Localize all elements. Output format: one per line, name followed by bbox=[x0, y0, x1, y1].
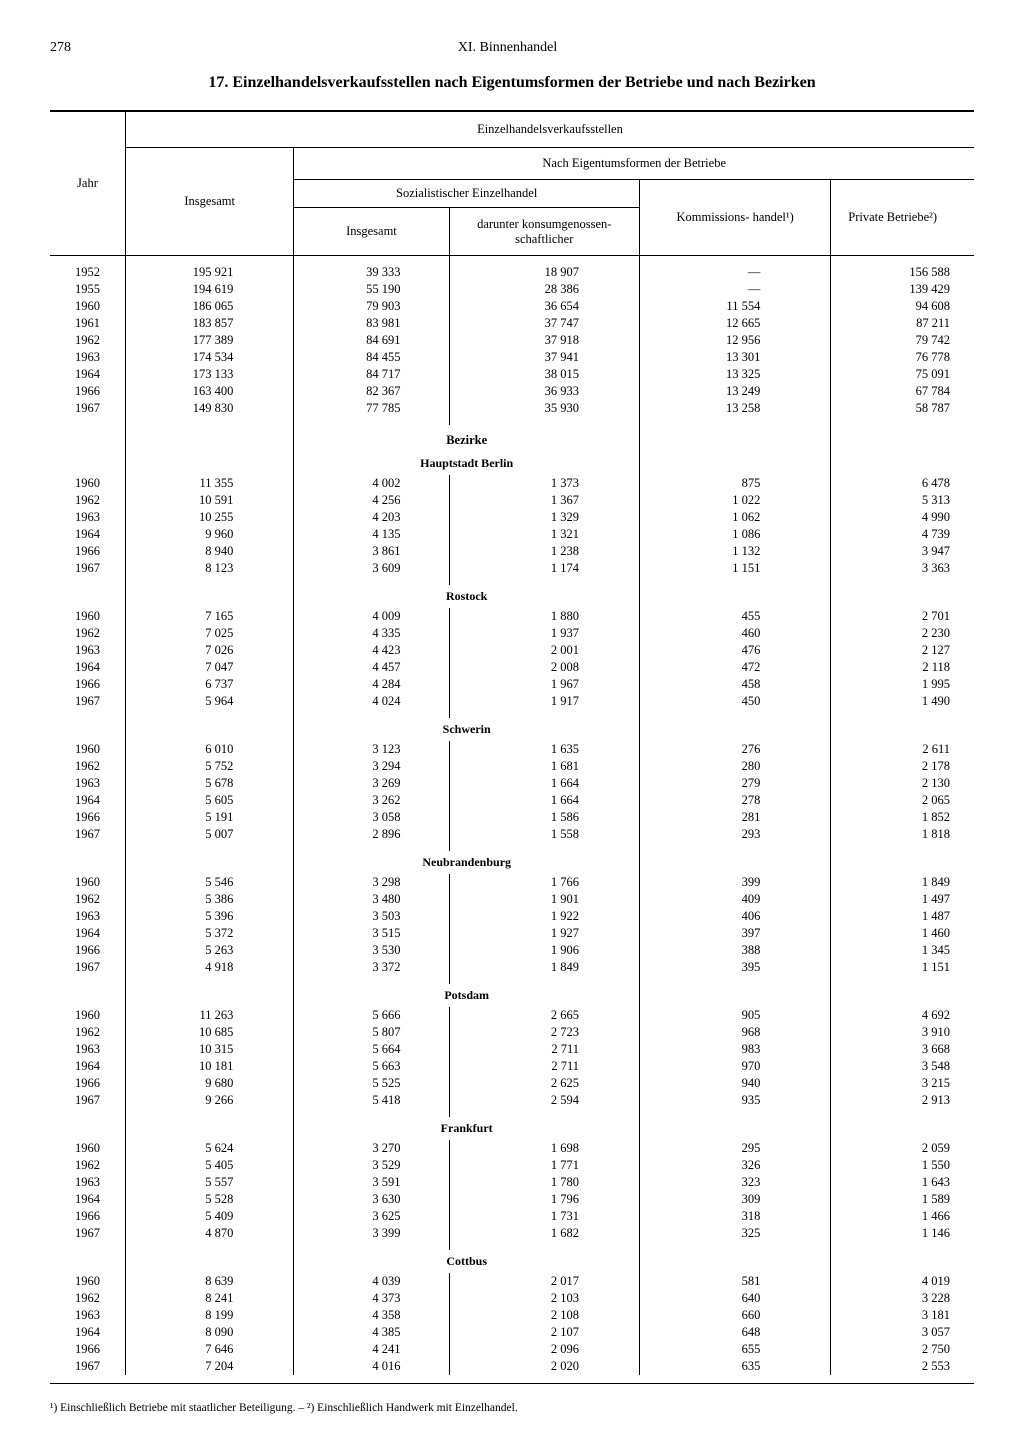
table-title: 17. Einzelhandelsverkaufsstellen nach Ei… bbox=[50, 74, 974, 92]
table-row: 19608 6394 0392 0175814 019 bbox=[50, 1273, 974, 1290]
table-row: 19607 1654 0091 8804552 701 bbox=[50, 608, 974, 625]
table-row: 19628 2414 3732 1036403 228 bbox=[50, 1290, 974, 1307]
table-row: 1962177 38984 69137 91812 95679 742 bbox=[50, 332, 974, 349]
table-row: 19647 0474 4572 0084722 118 bbox=[50, 659, 974, 676]
table-row: 196310 3155 6642 7119833 668 bbox=[50, 1041, 974, 1058]
table-row: 19665 2633 5301 9063881 345 bbox=[50, 942, 974, 959]
table-row: 19665 1913 0581 5862811 852 bbox=[50, 809, 974, 826]
col-priv: Private Betriebe²) bbox=[831, 180, 974, 256]
table-row: 19648 0904 3852 1076483 057 bbox=[50, 1324, 974, 1341]
table-row: 19635 3963 5031 9224061 487 bbox=[50, 908, 974, 925]
table-row: 19625 7523 2941 6812802 178 bbox=[50, 758, 974, 775]
table-row: 196011 3554 0021 3738756 478 bbox=[50, 475, 974, 492]
table-row: 1952195 92139 33318 907—156 588 bbox=[50, 264, 974, 281]
table-row: 1960186 06579 90336 65411 55494 608 bbox=[50, 298, 974, 315]
chapter-title: XI. Binnenhandel bbox=[458, 40, 558, 56]
table-row: 19674 8703 3991 6823251 146 bbox=[50, 1225, 974, 1242]
col-soz-insg: Insgesamt bbox=[294, 208, 449, 256]
table-row: 19627 0254 3351 9374602 230 bbox=[50, 625, 974, 642]
col-nach: Nach Eigentumsformen der Betriebe bbox=[294, 148, 974, 180]
data-table: Jahr Einzelhandelsverkaufsstellen Insges… bbox=[50, 110, 974, 1384]
table-row: 19605 5463 2981 7663991 849 bbox=[50, 874, 974, 891]
col-jahr: Jahr bbox=[50, 111, 125, 256]
table-row: 19637 0264 4232 0014762 127 bbox=[50, 642, 974, 659]
table-row: 19625 4053 5291 7713261 550 bbox=[50, 1157, 974, 1174]
table-row: 19677 2044 0162 0206352 553 bbox=[50, 1358, 974, 1375]
table-row: 19635 6783 2691 6642792 130 bbox=[50, 775, 974, 792]
table-row: 19649 9604 1351 3211 0864 739 bbox=[50, 526, 974, 543]
table-row: 19674 9183 3721 8493951 151 bbox=[50, 959, 974, 976]
table-row: 19678 1233 6091 1741 1513 363 bbox=[50, 560, 974, 577]
table-row: 19645 5283 6301 7963091 589 bbox=[50, 1191, 974, 1208]
table-row: 196210 6855 8072 7239683 910 bbox=[50, 1024, 974, 1041]
col-super: Einzelhandelsverkaufsstellen bbox=[125, 111, 974, 148]
table-row: 19645 6053 2621 6642782 065 bbox=[50, 792, 974, 809]
page-number: 278 bbox=[50, 40, 71, 56]
table-row: 19635 5573 5911 7803231 643 bbox=[50, 1174, 974, 1191]
section-title: Hauptstadt Berlin bbox=[50, 452, 974, 475]
col-insgesamt: Insgesamt bbox=[125, 148, 293, 256]
table-row: 196011 2635 6662 6659054 692 bbox=[50, 1007, 974, 1024]
table-row: 19605 6243 2701 6982952 059 bbox=[50, 1140, 974, 1157]
table-row: 19668 9403 8611 2381 1323 947 bbox=[50, 543, 974, 560]
section-title: Neubrandenburg bbox=[50, 851, 974, 874]
table-row: 1961183 85783 98137 74712 66587 211 bbox=[50, 315, 974, 332]
table-row: 19665 4093 6251 7313181 466 bbox=[50, 1208, 974, 1225]
footnote: ¹) Einschließlich Betriebe mit staatlich… bbox=[50, 1402, 974, 1414]
table-row: 19638 1994 3582 1086603 181 bbox=[50, 1307, 974, 1324]
col-soz: Sozialistischer Einzelhandel bbox=[294, 180, 640, 208]
table-header: Jahr Einzelhandelsverkaufsstellen Insges… bbox=[50, 111, 974, 256]
table-row: 19667 6464 2412 0966552 750 bbox=[50, 1341, 974, 1358]
col-komm: Kommissions- handel¹) bbox=[639, 180, 830, 256]
table-row: 19669 6805 5252 6259403 215 bbox=[50, 1075, 974, 1092]
section-title: Schwerin bbox=[50, 718, 974, 741]
table-row: 1964173 13384 71738 01513 32575 091 bbox=[50, 366, 974, 383]
section-title: Cottbus bbox=[50, 1250, 974, 1273]
table-body: 1952195 92139 33318 907—156 5881955194 6… bbox=[50, 256, 974, 1384]
table-row: 19666 7374 2841 9674581 995 bbox=[50, 676, 974, 693]
section-title: Frankfurt bbox=[50, 1117, 974, 1140]
section-title: Potsdam bbox=[50, 984, 974, 1007]
section-title: Rostock bbox=[50, 585, 974, 608]
table-row: 19606 0103 1231 6352762 611 bbox=[50, 741, 974, 758]
table-row: 1967149 83077 78535 93013 25858 787 bbox=[50, 400, 974, 417]
table-row: 1963174 53484 45537 94113 30176 778 bbox=[50, 349, 974, 366]
table-row: 19679 2665 4182 5949352 913 bbox=[50, 1092, 974, 1109]
col-darunter: darunter konsumgenossen- schaftlicher bbox=[449, 208, 639, 256]
table-row: 19675 0072 8961 5582931 818 bbox=[50, 826, 974, 843]
table-row: 196310 2554 2031 3291 0624 990 bbox=[50, 509, 974, 526]
page-header: 278 XI. Binnenhandel bbox=[50, 40, 974, 56]
table-row: 19675 9644 0241 9174501 490 bbox=[50, 693, 974, 710]
table-row: 19625 3863 4801 9014091 497 bbox=[50, 891, 974, 908]
table-row: 1966163 40082 36736 93313 24967 784 bbox=[50, 383, 974, 400]
table-row: 196410 1815 6632 7119703 548 bbox=[50, 1058, 974, 1075]
section-super: Bezirke bbox=[50, 425, 974, 452]
table-row: 1955194 61955 19028 386—139 429 bbox=[50, 281, 974, 298]
table-row: 196210 5914 2561 3671 0225 313 bbox=[50, 492, 974, 509]
table-row: 19645 3723 5151 9273971 460 bbox=[50, 925, 974, 942]
